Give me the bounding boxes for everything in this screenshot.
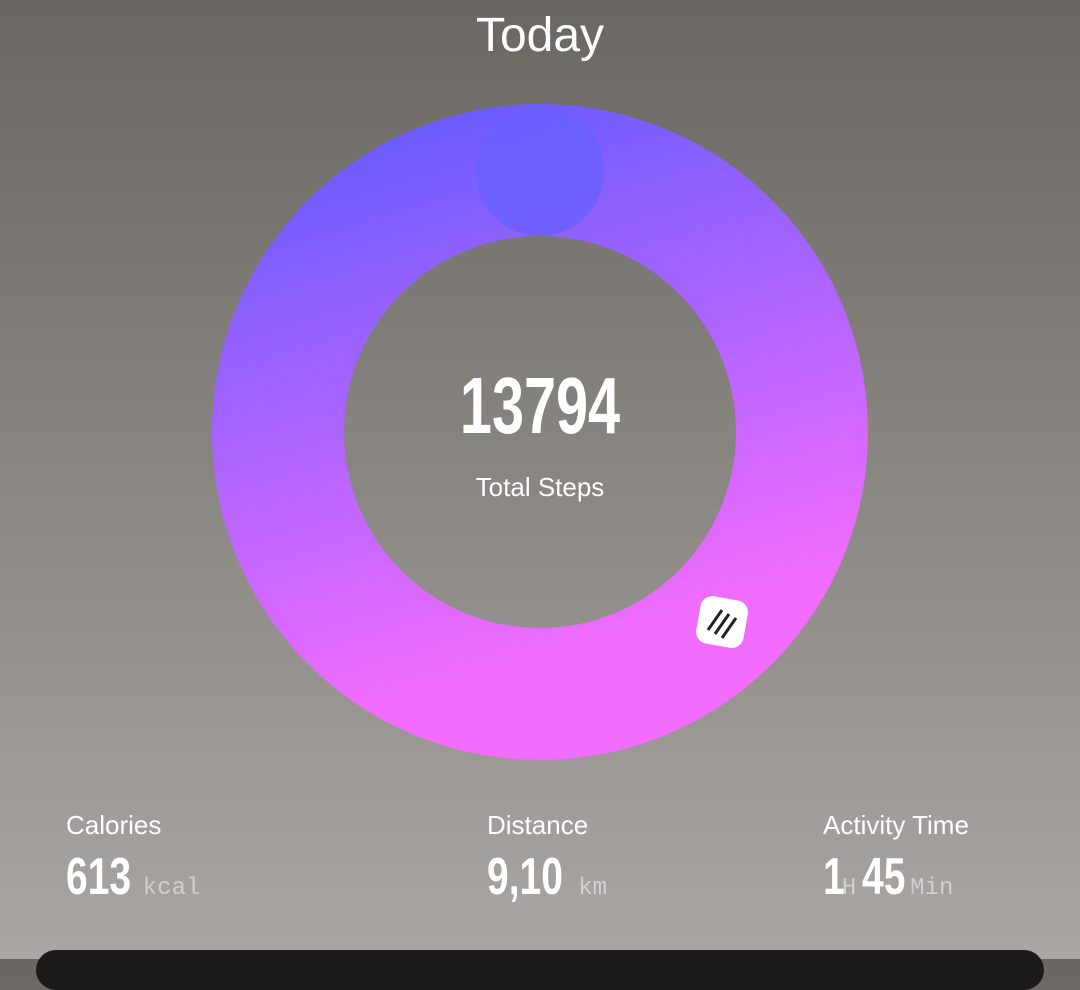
stat-number: 1 (823, 848, 845, 906)
stat-value: 9,10 km (487, 847, 613, 907)
stat-label: Distance (487, 810, 589, 840)
bottom-bar (36, 950, 1044, 990)
title: Today (475, 9, 605, 62)
stat-number: 9,10 (487, 848, 563, 906)
stat: Activity Time 1H 45 Min (823, 810, 969, 907)
stat: Calories 613 kcal (66, 810, 206, 907)
steps-label: Total Steps (475, 472, 605, 502)
stat-number: 613 (66, 848, 132, 906)
ring (212, 104, 868, 760)
stat-unit: Min (910, 875, 954, 902)
stat-label: Activity Time (823, 810, 969, 840)
shoe-icon[interactable] (694, 594, 750, 650)
stat-number: 45 (862, 848, 906, 906)
steps-value: 13794 (459, 361, 621, 450)
stat-unit: km (578, 875, 608, 902)
ring-cap (476, 108, 604, 236)
stat-value: 1H 45 Min (823, 847, 969, 907)
stat-value: 613 kcal (66, 847, 206, 907)
stat: Distance 9,10 km (487, 810, 613, 907)
stat-unit: H (841, 875, 857, 902)
stat-label: Calories (66, 810, 162, 840)
stat-unit: kcal (142, 875, 201, 902)
